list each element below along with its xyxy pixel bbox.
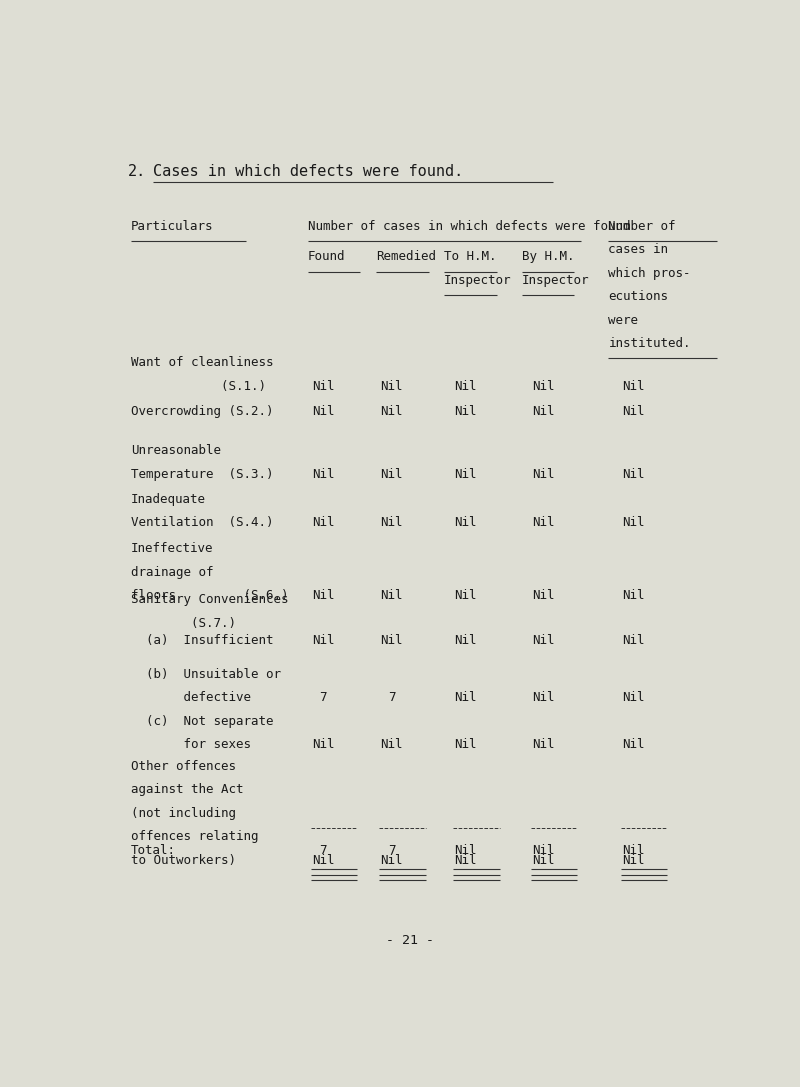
Text: Particulars: Particulars <box>131 220 214 233</box>
Text: Nil: Nil <box>532 516 554 529</box>
Text: Nil: Nil <box>454 516 477 529</box>
Text: Nil: Nil <box>380 467 402 480</box>
Text: Remedied: Remedied <box>376 250 436 263</box>
Text: 7: 7 <box>388 691 395 704</box>
Text: Nil: Nil <box>532 691 554 704</box>
Text: Cases in which defects were found.: Cases in which defects were found. <box>153 164 463 179</box>
Text: offences relating: offences relating <box>131 830 258 844</box>
Text: Nil: Nil <box>454 635 477 647</box>
Text: ecutions: ecutions <box>608 290 669 303</box>
Text: Nil: Nil <box>622 467 645 480</box>
Text: (S.7.): (S.7.) <box>131 616 236 629</box>
Text: Nil: Nil <box>622 738 645 751</box>
Text: which pros-: which pros- <box>608 267 691 279</box>
Text: Nil: Nil <box>454 844 477 857</box>
Text: By H.M.: By H.M. <box>522 250 574 263</box>
Text: 7: 7 <box>319 844 327 857</box>
Text: Number of: Number of <box>608 220 676 233</box>
Text: Inspector: Inspector <box>444 274 512 287</box>
Text: Nil: Nil <box>312 589 334 602</box>
Text: Nil: Nil <box>312 516 334 529</box>
Text: (a)  Insufficient: (a) Insufficient <box>131 635 274 647</box>
Text: Nil: Nil <box>532 467 554 480</box>
Text: Nil: Nil <box>380 379 402 392</box>
Text: Nil: Nil <box>454 467 477 480</box>
Text: Nil: Nil <box>622 844 645 857</box>
Text: Number of cases in which defects were found: Number of cases in which defects were fo… <box>308 220 630 233</box>
Text: Found: Found <box>308 250 346 263</box>
Text: Nil: Nil <box>454 853 477 866</box>
Text: Nil: Nil <box>312 635 334 647</box>
Text: against the Act: against the Act <box>131 784 243 797</box>
Text: Nil: Nil <box>532 853 554 866</box>
Text: to Outworkers): to Outworkers) <box>131 853 236 866</box>
Text: Nil: Nil <box>622 516 645 529</box>
Text: Nil: Nil <box>532 844 554 857</box>
Text: Sanitary Conveniences: Sanitary Conveniences <box>131 594 289 607</box>
Text: Ventilation  (S.4.): Ventilation (S.4.) <box>131 516 274 529</box>
Text: Nil: Nil <box>380 516 402 529</box>
Text: Nil: Nil <box>312 853 334 866</box>
Text: Nil: Nil <box>312 467 334 480</box>
Text: cases in: cases in <box>608 243 669 257</box>
Text: Nil: Nil <box>622 589 645 602</box>
Text: Nil: Nil <box>622 691 645 704</box>
Text: defective: defective <box>131 691 251 704</box>
Text: Nil: Nil <box>622 379 645 392</box>
Text: Nil: Nil <box>312 379 334 392</box>
Text: Nil: Nil <box>454 405 477 418</box>
Text: (not including: (not including <box>131 807 236 820</box>
Text: (S.1.): (S.1.) <box>131 379 266 392</box>
Text: To H.M.: To H.M. <box>444 250 497 263</box>
Text: Want of cleanliness: Want of cleanliness <box>131 357 274 370</box>
Text: Unreasonable: Unreasonable <box>131 445 221 458</box>
Text: Inadequate: Inadequate <box>131 492 206 505</box>
Text: (b)  Unsuitable or: (b) Unsuitable or <box>131 667 281 680</box>
Text: Nil: Nil <box>532 738 554 751</box>
Text: (c)  Not separate: (c) Not separate <box>131 714 274 727</box>
Text: Nil: Nil <box>532 405 554 418</box>
Text: Nil: Nil <box>622 635 645 647</box>
Text: Other offences: Other offences <box>131 760 236 773</box>
Text: Nil: Nil <box>454 691 477 704</box>
Text: Total:: Total: <box>131 844 176 857</box>
Text: instituted.: instituted. <box>608 337 691 350</box>
Text: for sexes: for sexes <box>131 738 251 751</box>
Text: Nil: Nil <box>380 635 402 647</box>
Text: drainage of: drainage of <box>131 565 214 578</box>
Text: 7: 7 <box>319 691 327 704</box>
Text: Nil: Nil <box>532 379 554 392</box>
Text: floors         (S.6.): floors (S.6.) <box>131 589 289 602</box>
Text: Nil: Nil <box>532 589 554 602</box>
Text: were: were <box>608 314 638 327</box>
Text: Inspector: Inspector <box>522 274 589 287</box>
Text: Nil: Nil <box>622 405 645 418</box>
Text: Nil: Nil <box>532 635 554 647</box>
Text: Nil: Nil <box>380 405 402 418</box>
Text: Nil: Nil <box>622 853 645 866</box>
Text: 2.: 2. <box>128 164 146 179</box>
Text: 7: 7 <box>388 844 395 857</box>
Text: Nil: Nil <box>380 738 402 751</box>
Text: Nil: Nil <box>380 589 402 602</box>
Text: Nil: Nil <box>454 379 477 392</box>
Text: Temperature  (S.3.): Temperature (S.3.) <box>131 467 274 480</box>
Text: Nil: Nil <box>454 738 477 751</box>
Text: Nil: Nil <box>380 853 402 866</box>
Text: Nil: Nil <box>312 738 334 751</box>
Text: - 21 -: - 21 - <box>386 934 434 947</box>
Text: Nil: Nil <box>454 589 477 602</box>
Text: Nil: Nil <box>312 405 334 418</box>
Text: Overcrowding (S.2.): Overcrowding (S.2.) <box>131 405 274 418</box>
Text: Ineffective: Ineffective <box>131 542 214 555</box>
